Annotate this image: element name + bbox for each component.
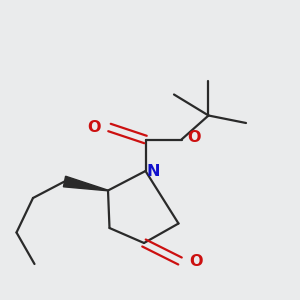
Text: N: N: [147, 164, 160, 179]
Text: O: O: [87, 120, 101, 135]
Text: O: O: [189, 254, 202, 268]
Text: O: O: [188, 130, 201, 145]
Polygon shape: [63, 176, 108, 191]
